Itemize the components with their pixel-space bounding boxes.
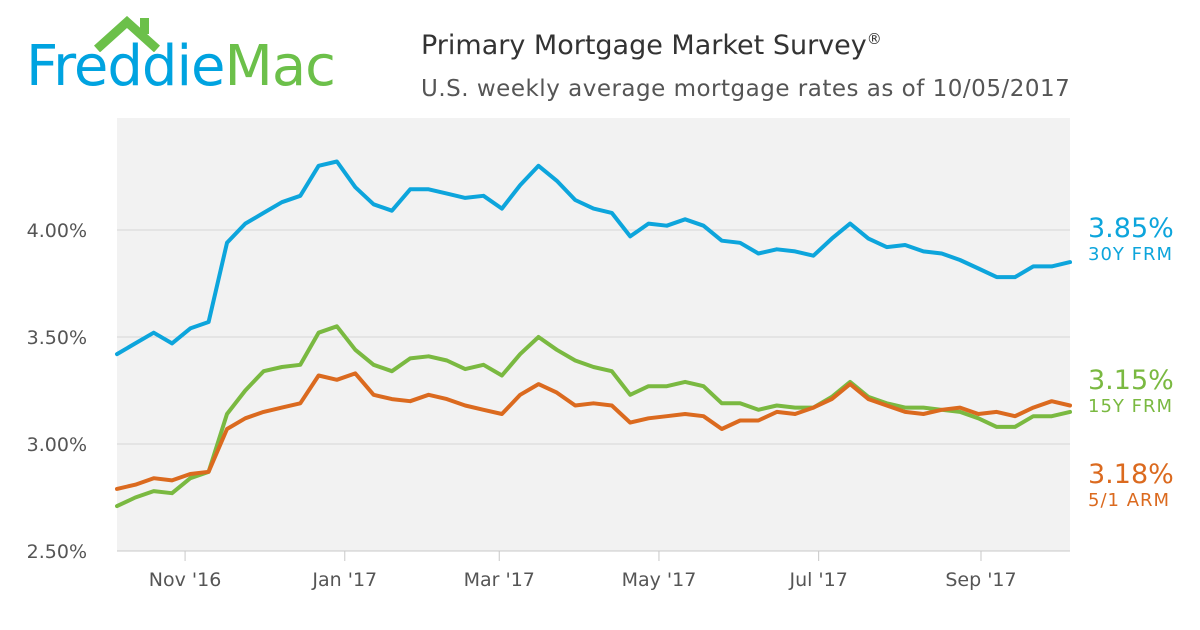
plot-background	[117, 118, 1070, 551]
legend-item-5-1-arm[interactable]: 3.18% 5/1 ARM	[1088, 460, 1174, 512]
y-tick-label: 2.50%	[27, 541, 87, 563]
x-tick-label: Mar '17	[464, 569, 535, 591]
x-tick-label: May '17	[622, 569, 697, 591]
series-lines	[115, 159, 1072, 509]
legend-label: 30Y FRM	[1088, 244, 1174, 265]
logo-wordmark: FreddieMac	[26, 34, 336, 99]
series-line-5-1-arm[interactable]	[115, 371, 1072, 491]
legend-label: 15Y FRM	[1088, 396, 1174, 417]
x-tick-label: Sep '17	[945, 569, 1016, 591]
chart-subtitle: U.S. weekly average mortgage rates as of…	[421, 76, 1071, 102]
registered-mark: ®	[866, 30, 882, 48]
x-tick-label: Nov '16	[149, 569, 222, 591]
legend-label: 5/1 ARM	[1088, 490, 1171, 511]
y-tick-label: 3.00%	[27, 434, 87, 456]
series-line-30y-frm[interactable]	[115, 159, 1072, 357]
house-roof-icon	[94, 16, 160, 52]
legend-item-15y-frm[interactable]: 3.15% 15Y FRM	[1088, 366, 1174, 418]
legend-item-30y-frm[interactable]: 3.85% 30Y FRM	[1088, 214, 1174, 266]
legend-value: 3.85%	[1088, 213, 1174, 244]
y-axis: 2.50% 3.00% 3.50% 4.00%	[27, 220, 87, 563]
x-tick-label: Jan '17	[311, 569, 377, 591]
y-tick-label: 3.50%	[27, 327, 87, 349]
y-tick-label: 4.00%	[27, 220, 87, 242]
x-tick-label: Jul '17	[788, 569, 847, 591]
legend-value: 3.15%	[1088, 365, 1174, 396]
freddie-mac-logo[interactable]: FreddieMac	[26, 16, 386, 106]
grid-lines	[117, 229, 1070, 445]
series-line-15y-frm[interactable]	[115, 324, 1072, 509]
legend-value: 3.18%	[1088, 459, 1174, 490]
x-axis: Nov '16 Jan '17 Mar '17 May '17 Jul '17 Sep '…	[117, 550, 1070, 591]
chart-title: Primary Mortgage Market Survey®	[421, 30, 882, 61]
